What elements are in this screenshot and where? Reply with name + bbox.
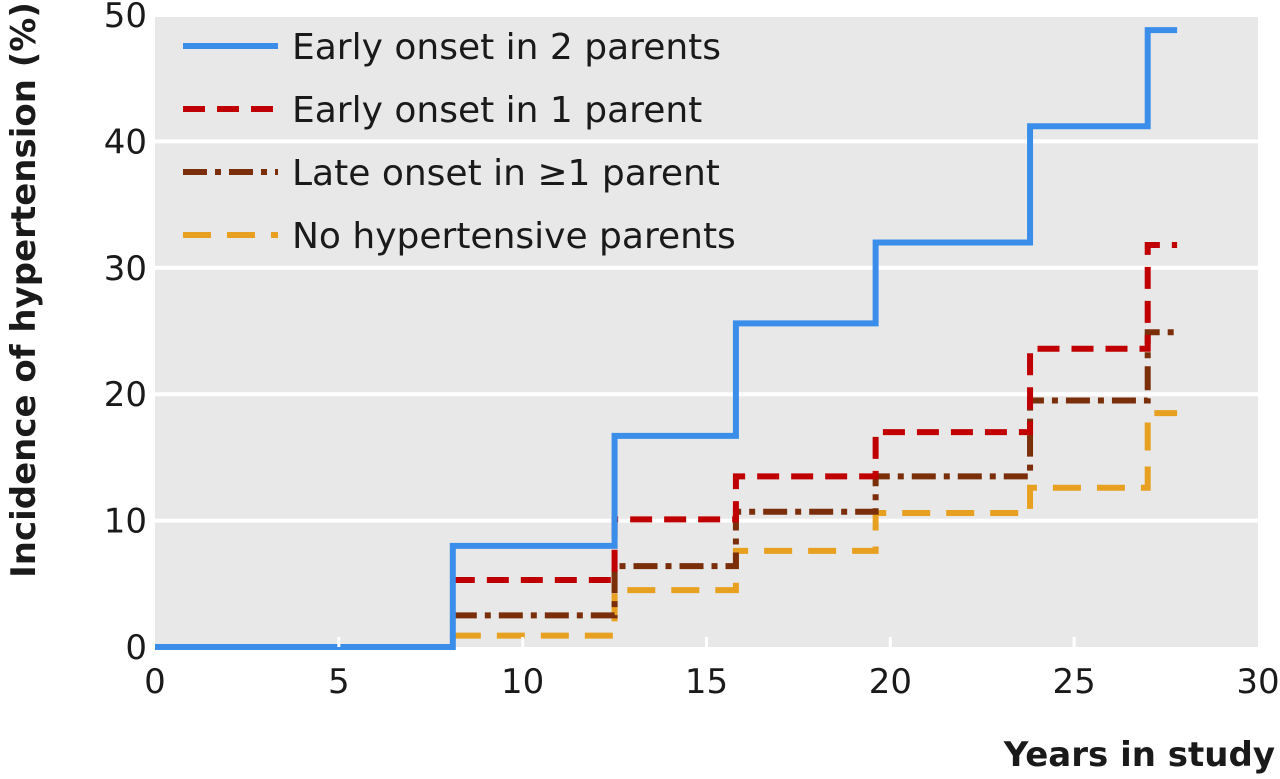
series-line (155, 27, 1178, 650)
y-tick-label: 30 (104, 249, 147, 289)
x-axis-title: Years in study (1003, 735, 1275, 775)
grid (155, 13, 1258, 523)
y-tick-label: 40 (104, 122, 147, 162)
x-tick-label: 20 (869, 662, 912, 702)
legend-label: Early onset in 2 parents (292, 27, 721, 68)
y-tick-label: 10 (104, 502, 147, 542)
legend-label: No hypertensive parents (292, 216, 736, 257)
plot-background (155, 15, 1258, 647)
legend-label: Late onset in ≥1 parent (292, 153, 720, 194)
series-layer (155, 27, 1178, 650)
x-tick-label: 0 (144, 662, 166, 702)
x-tick-label: 30 (1236, 662, 1279, 702)
y-tick-label: 20 (104, 375, 147, 415)
series-line (452, 410, 1178, 639)
legend-label: Early onset in 1 parent (292, 90, 702, 131)
x-tick-label: 25 (1053, 662, 1096, 702)
y-tick-label: 0 (125, 628, 147, 668)
legend: Early onset in 2 parents Early onset in 1… (183, 27, 736, 257)
y-axis-title: Incidence of hypertension (%) (4, 2, 44, 578)
x-tick-label: 15 (685, 662, 728, 702)
x-tick-label: 5 (328, 662, 350, 702)
x-tick-label: 10 (501, 662, 544, 702)
x-axis: 0 5 10 15 20 25 30 (144, 637, 1280, 702)
series-line (452, 329, 1178, 619)
y-tick-label: 50 (104, 0, 147, 36)
y-axis: 0 10 20 30 40 50 (104, 0, 147, 668)
